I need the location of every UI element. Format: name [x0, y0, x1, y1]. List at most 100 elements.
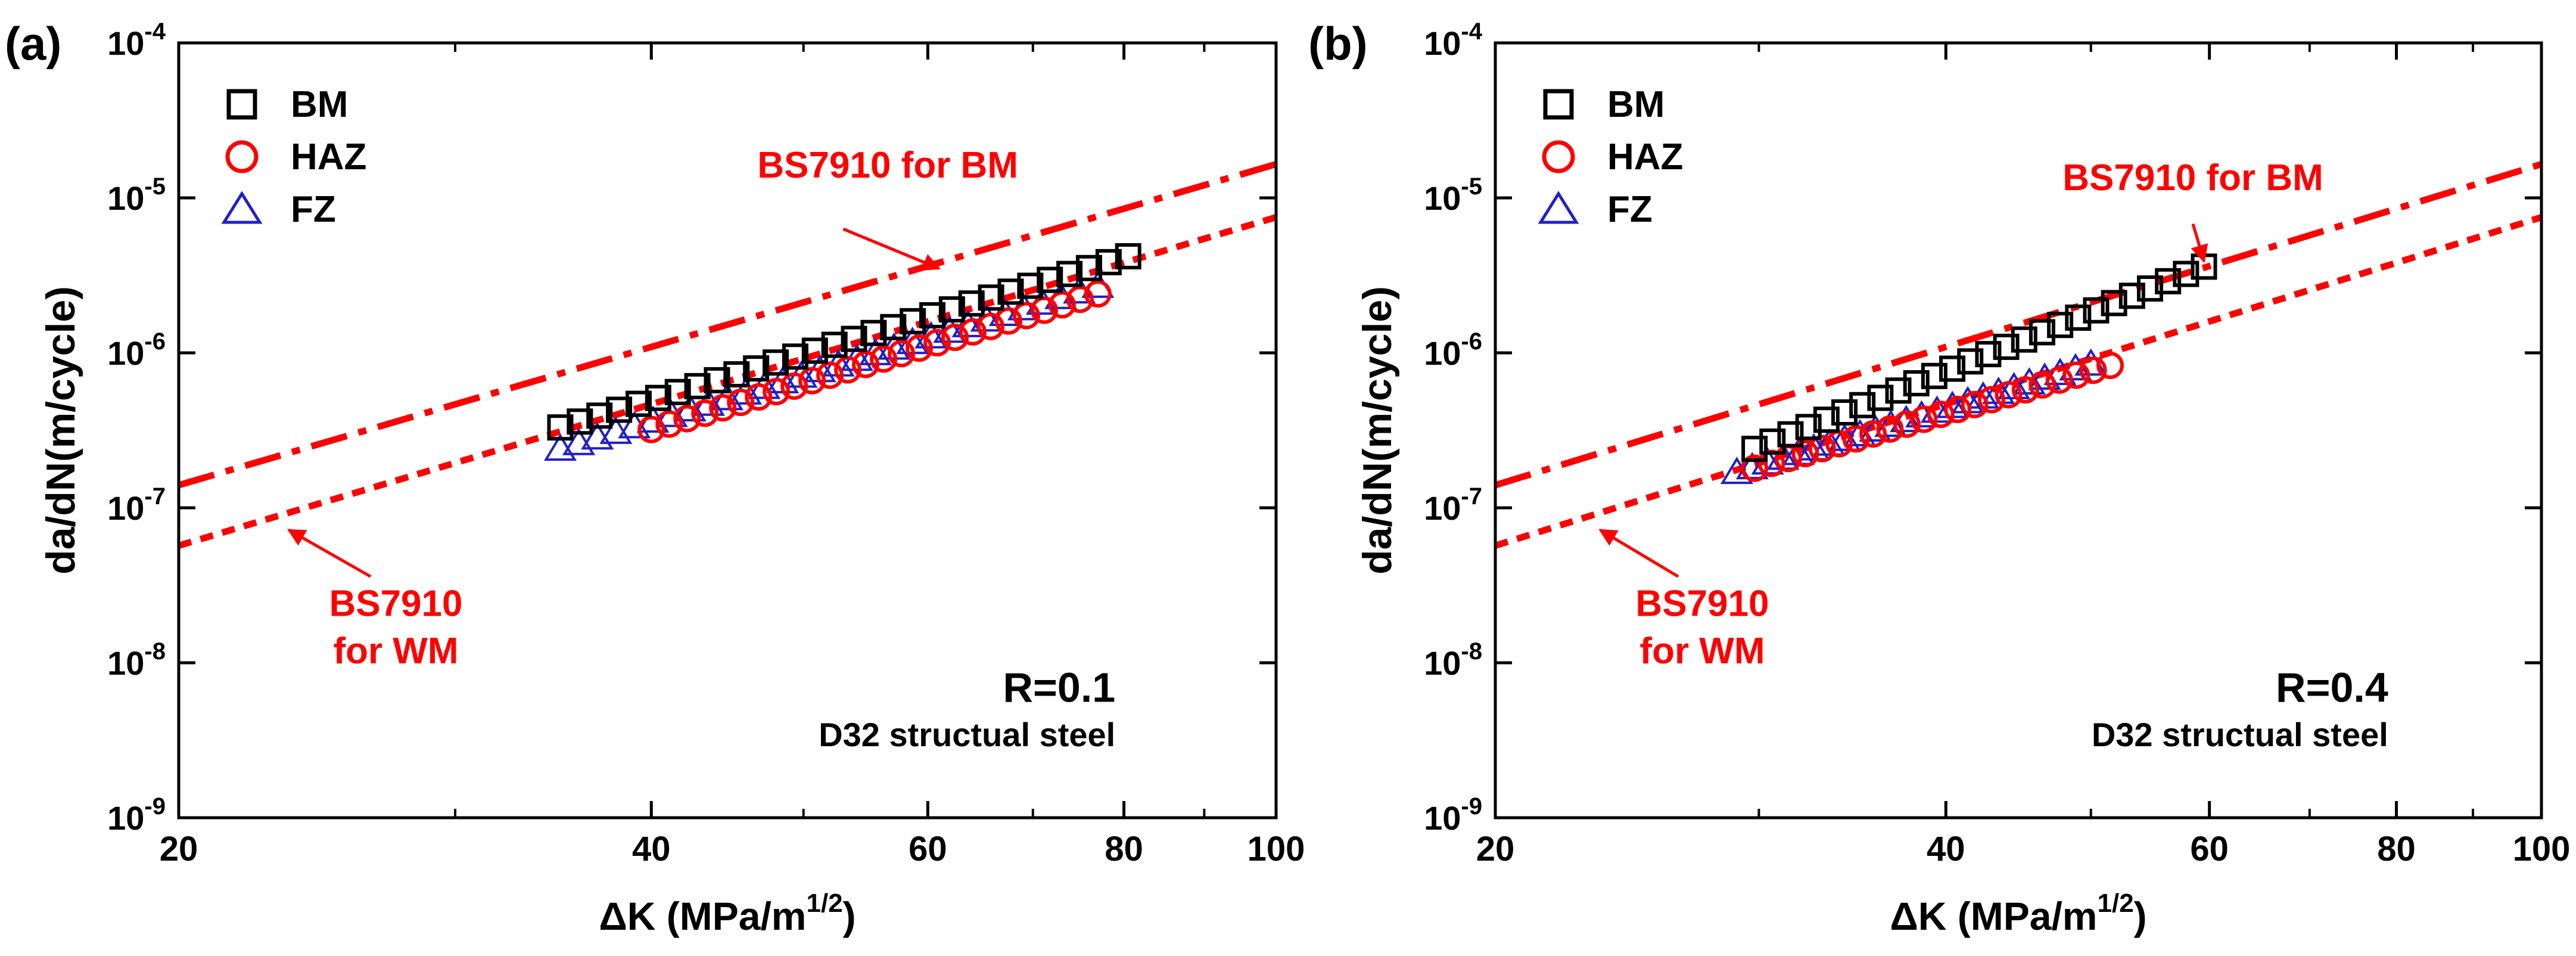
plot-frame [177, 41, 1278, 820]
data-point-bm [938, 296, 965, 323]
y-tick-label: 10-4 [1424, 18, 1483, 62]
data-point-haz [1066, 285, 1094, 314]
data-point-haz [780, 372, 808, 400]
data-point-bm [684, 373, 711, 399]
data-point-bm [625, 390, 652, 417]
data-point-bm [1993, 333, 2020, 360]
data-point-haz [976, 312, 1004, 340]
data-point-haz [673, 405, 701, 433]
y-tick-label: 10-9 [107, 793, 166, 837]
data-point-haz [1012, 302, 1040, 330]
data-point-fz [1997, 371, 2031, 399]
data-point-haz [1859, 420, 1887, 448]
data-point-haz [2011, 376, 2039, 404]
data-point-haz [994, 307, 1022, 335]
legend: BM HAZ FZ [221, 84, 366, 230]
data-point-haz [691, 399, 719, 427]
annotation-text: BS7910 for WM [329, 583, 462, 672]
data-point-fz [1812, 428, 1846, 456]
data-point-bm [1975, 341, 2002, 368]
x-tick-label: 80 [1105, 830, 1143, 868]
legend-label-haz: HAZ [291, 136, 366, 178]
data-point-bm [900, 308, 926, 334]
data-point-bm [801, 337, 828, 364]
data-point-haz [2096, 352, 2124, 380]
y-axis-label: da/dN(m/cycle) [38, 286, 83, 575]
data-point-haz [888, 340, 916, 368]
annotation-text: R=0.1 [1003, 664, 1115, 710]
data-point-bm [1849, 392, 1876, 418]
annotation-text: BS7910 for BM [757, 145, 1018, 186]
annotation-text: D32 structual steel [819, 716, 1115, 753]
y-tick-label: 10-4 [107, 18, 166, 62]
data-point-haz [1842, 425, 1870, 453]
data-point-bm [2136, 275, 2163, 302]
data-point-bm [1017, 272, 1044, 299]
data-point-haz [923, 329, 951, 357]
data-point-bm [1795, 414, 1822, 440]
data-point-haz [959, 318, 987, 346]
plot-frame [1494, 41, 2543, 820]
data-point-haz [798, 367, 826, 395]
annotation-text: D32 structual steel [2092, 716, 2388, 753]
data-point-haz [1910, 405, 1938, 433]
data-point-haz [1808, 434, 1836, 463]
x-tick-label: 60 [909, 830, 947, 868]
reference-line-bm [179, 161, 1276, 489]
data-point-haz [1876, 415, 1904, 443]
data-point-bm [1885, 377, 1912, 404]
y-tick-label: 10-8 [1424, 638, 1482, 682]
legend-label-haz: HAZ [1607, 136, 1683, 178]
data-point-bm [821, 331, 848, 358]
data-point-haz [1961, 390, 1989, 418]
data-point-bm [997, 278, 1024, 305]
y-tick-label: 10-7 [1424, 483, 1482, 527]
panel-label: (a) [5, 17, 61, 70]
x-tick-label: 20 [1476, 830, 1515, 868]
data-point-bm [880, 314, 907, 340]
data-point-bm [1056, 260, 1083, 287]
data-point-bm [782, 343, 808, 370]
data-point-bm [1831, 399, 1858, 426]
data-point-haz [2029, 371, 2057, 399]
data-point-bm [1813, 406, 1840, 433]
data-point-bm [2047, 312, 2074, 339]
data-point-bm [1759, 428, 1786, 455]
x-tick-label: 40 [1927, 830, 1965, 868]
data-point-bm [704, 367, 730, 393]
y-tick-label: 10-9 [1424, 793, 1482, 837]
data-point-bm [1921, 362, 1947, 389]
series-bm [547, 243, 1141, 441]
data-point-haz [1893, 410, 1921, 438]
legend: BM HAZ FZ [1538, 84, 1683, 230]
legend-label-bm: BM [1607, 84, 1665, 125]
panel-b: (b) 20 40 60 80 100 10-9 10-8 10-7 10-6 10-5 10-4 ΔK… [1308, 17, 2570, 938]
data-point-bm [2155, 268, 2182, 294]
data-point-bm [1903, 370, 1930, 397]
data-point-haz [834, 356, 862, 384]
y-tick-label: 10-6 [107, 328, 166, 372]
data-point-bm [860, 319, 887, 346]
panel-label: (b) [1308, 17, 1368, 70]
data-point-fz [1828, 423, 1861, 451]
x-tick-label: 100 [1247, 830, 1305, 868]
data-point-haz [745, 383, 773, 411]
data-point-haz [816, 361, 844, 389]
data-point-haz [637, 415, 665, 443]
data-point-fz [1874, 409, 1908, 437]
data-point-bm [2101, 290, 2127, 316]
series-haz [637, 280, 1112, 443]
data-point-bm [1076, 254, 1103, 281]
reference-line-bm [1495, 161, 2541, 489]
annotation-text: BS7910 for WM [1635, 583, 1769, 672]
data-point-haz [709, 394, 737, 422]
annotation-arrow [2191, 223, 2208, 263]
legend-label-fz: FZ [291, 189, 336, 230]
data-point-bm [1037, 266, 1063, 293]
data-point-bm [2118, 283, 2145, 309]
x-axis-label: ΔK (MPa/m1/2) [599, 889, 855, 938]
data-point-bm [763, 349, 789, 376]
data-point-bm [547, 414, 574, 441]
series-fz [543, 270, 1115, 461]
data-point-haz [1995, 381, 2023, 409]
